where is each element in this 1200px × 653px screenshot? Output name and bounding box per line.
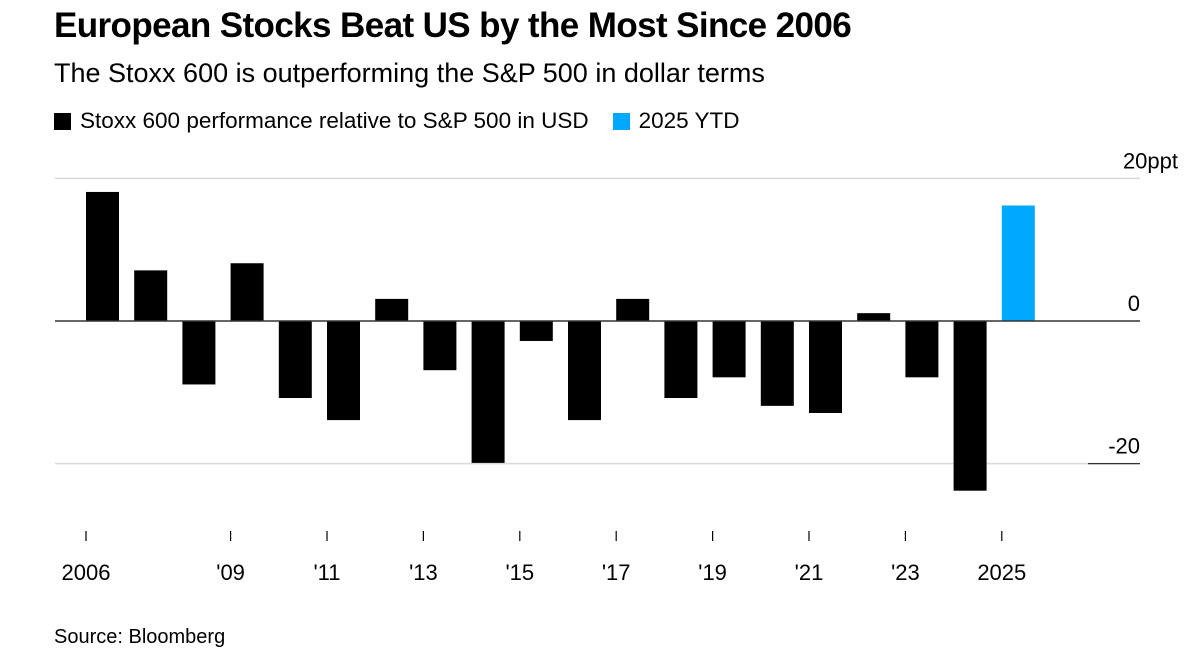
bar-2022 (857, 313, 891, 321)
y-tick-label: 0 (1128, 291, 1140, 316)
chart-title: European Stocks Beat US by the Most Sinc… (54, 6, 852, 45)
source-note: Source: Bloomberg (54, 626, 226, 648)
y-tick-label: -20 (1108, 434, 1140, 459)
y-axis-labels: 20ppt 0 -20 (1108, 148, 1178, 458)
x-tick-label: '11 (313, 560, 340, 585)
bar-2025-ytd (1001, 205, 1035, 321)
legend-label-ytd: 2025 YTD (638, 108, 740, 133)
legend-item-stoxx: Stoxx 600 performance relative to S&P 50… (54, 108, 589, 134)
bar-2024 (953, 321, 987, 491)
y-tick-label: 20ppt (1123, 148, 1178, 173)
bar-2010 (278, 321, 312, 399)
bar-2006 (86, 191, 119, 321)
x-tick-label: 2025 (977, 560, 1026, 585)
bar-2023 (905, 321, 939, 378)
chart-subtitle: The Stoxx 600 is outperforming the S&P 5… (54, 58, 765, 88)
x-tick-label: '21 (795, 560, 824, 585)
bar-2016 (568, 321, 601, 421)
bar-2021 (809, 321, 842, 413)
legend: Stoxx 600 performance relative to S&P 50… (54, 108, 764, 134)
x-tick-label: '19 (698, 560, 727, 585)
bar-2017 (616, 298, 650, 321)
bar-2013 (423, 321, 457, 371)
bar-2018 (664, 321, 698, 399)
x-tick-label: '13 (409, 560, 438, 585)
legend-item-ytd: 2025 YTD (612, 108, 740, 134)
x-tick-label: '15 (505, 560, 534, 585)
bar-2009 (230, 263, 264, 321)
x-axis: 2006 '09 '11 '13 '15 '17 '19 '21 '23 2025 (62, 531, 1026, 585)
x-tick-label: 2006 (62, 560, 111, 585)
bar-2008 (182, 321, 216, 385)
bar-2020 (760, 321, 794, 406)
bar-2007 (134, 270, 168, 321)
bar-2015 (519, 321, 553, 341)
bar-2014 (471, 321, 505, 463)
bar-2012 (375, 298, 409, 321)
legend-swatch-black (54, 112, 71, 130)
bars (86, 191, 1035, 491)
bar-2019 (712, 321, 746, 378)
legend-label-stoxx: Stoxx 600 performance relative to S&P 50… (80, 108, 589, 133)
x-tick-label: '17 (602, 560, 631, 585)
x-tick-label: '09 (216, 560, 245, 585)
x-tick-label: '23 (891, 560, 920, 585)
legend-swatch-blue (612, 112, 630, 130)
bar-2011 (327, 321, 360, 421)
